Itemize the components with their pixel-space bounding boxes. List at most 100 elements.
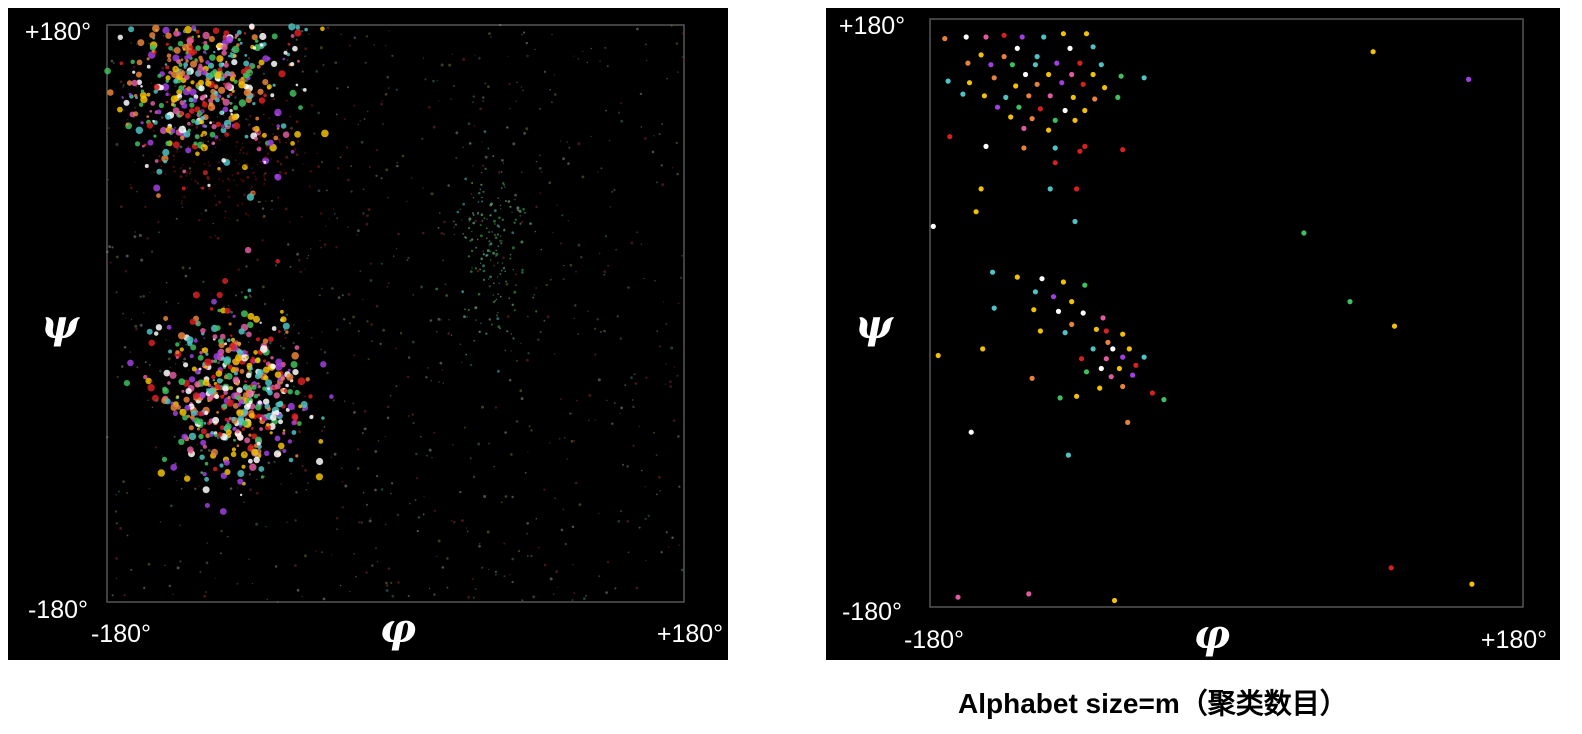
density-point <box>519 223 522 225</box>
point-group <box>930 31 1475 604</box>
density-point <box>282 299 284 301</box>
density-point <box>178 125 187 134</box>
density-point <box>487 278 490 280</box>
density-point <box>263 375 269 381</box>
density-point <box>222 127 225 130</box>
density-point <box>385 581 388 585</box>
density-point <box>467 226 471 230</box>
density-point <box>497 293 500 296</box>
density-point <box>386 75 390 79</box>
density-point <box>118 39 120 41</box>
density-point <box>461 361 463 363</box>
density-point <box>215 451 219 455</box>
density-point <box>652 431 655 434</box>
density-point <box>471 578 474 581</box>
density-point <box>218 86 226 94</box>
density-point <box>173 170 176 173</box>
density-point <box>504 199 507 203</box>
density-point <box>252 46 257 50</box>
density-point <box>218 62 224 68</box>
density-point <box>227 304 230 307</box>
density-point <box>139 295 142 298</box>
density-point <box>200 328 206 334</box>
density-point <box>436 555 438 558</box>
density-point <box>318 439 324 444</box>
density-point <box>278 448 282 452</box>
density-point <box>104 67 111 75</box>
density-point <box>223 337 227 340</box>
density-point <box>267 389 273 396</box>
density-point <box>252 102 256 106</box>
density-point <box>222 98 230 106</box>
cluster-center-point <box>1118 73 1124 79</box>
density-point <box>350 165 353 168</box>
density-point <box>654 279 656 282</box>
density-point <box>554 353 556 355</box>
density-point <box>130 59 135 64</box>
cluster-center-point <box>1072 218 1078 225</box>
density-point <box>198 367 202 371</box>
density-point <box>353 354 356 357</box>
density-point <box>296 421 302 426</box>
density-point <box>133 235 137 239</box>
density-point <box>272 133 275 136</box>
density-point <box>241 146 245 149</box>
density-point <box>165 281 168 284</box>
density-point <box>233 54 237 58</box>
density-point <box>282 322 290 330</box>
density-point <box>190 123 194 127</box>
density-point <box>260 475 264 479</box>
density-point <box>179 347 184 352</box>
density-point <box>172 158 176 161</box>
density-point <box>530 554 533 558</box>
density-point <box>209 106 211 109</box>
density-point <box>236 479 238 481</box>
cluster-center-point <box>1037 106 1043 112</box>
x-axis-label-phi: φ <box>380 605 416 652</box>
density-point <box>136 366 139 369</box>
density-point <box>149 44 156 51</box>
density-point <box>179 448 181 451</box>
density-point <box>221 158 226 163</box>
density-point <box>287 243 290 246</box>
density-point <box>477 442 481 446</box>
density-point <box>599 60 601 62</box>
density-point <box>190 80 195 85</box>
density-point <box>274 380 276 382</box>
density-point <box>222 36 227 41</box>
cluster-center-point <box>1301 230 1307 236</box>
density-point <box>448 63 452 67</box>
density-point <box>214 71 222 80</box>
density-point <box>242 385 248 390</box>
density-point <box>157 220 160 223</box>
density-point <box>613 402 616 404</box>
density-point <box>125 122 129 126</box>
density-point <box>376 560 379 563</box>
density-point <box>301 88 304 91</box>
density-point <box>369 262 372 265</box>
density-point <box>287 138 290 141</box>
cluster-center-point <box>1098 365 1104 372</box>
density-point <box>511 495 514 499</box>
density-point <box>428 448 432 452</box>
density-point <box>528 425 531 428</box>
density-point <box>622 463 624 466</box>
density-point <box>469 457 472 460</box>
density-point <box>254 177 258 181</box>
density-point <box>218 434 221 437</box>
density-point <box>519 389 523 393</box>
density-point <box>471 182 474 184</box>
density-point <box>577 333 579 335</box>
density-point <box>539 192 542 195</box>
density-point <box>315 550 317 552</box>
density-point <box>232 426 237 431</box>
density-point <box>326 26 330 30</box>
cluster-center-point <box>1039 276 1045 282</box>
density-point <box>187 446 194 454</box>
density-point <box>207 187 211 190</box>
density-point <box>320 361 327 368</box>
density-point <box>422 513 425 516</box>
density-point <box>681 32 685 35</box>
density-point <box>613 188 616 191</box>
density-point <box>273 460 276 464</box>
